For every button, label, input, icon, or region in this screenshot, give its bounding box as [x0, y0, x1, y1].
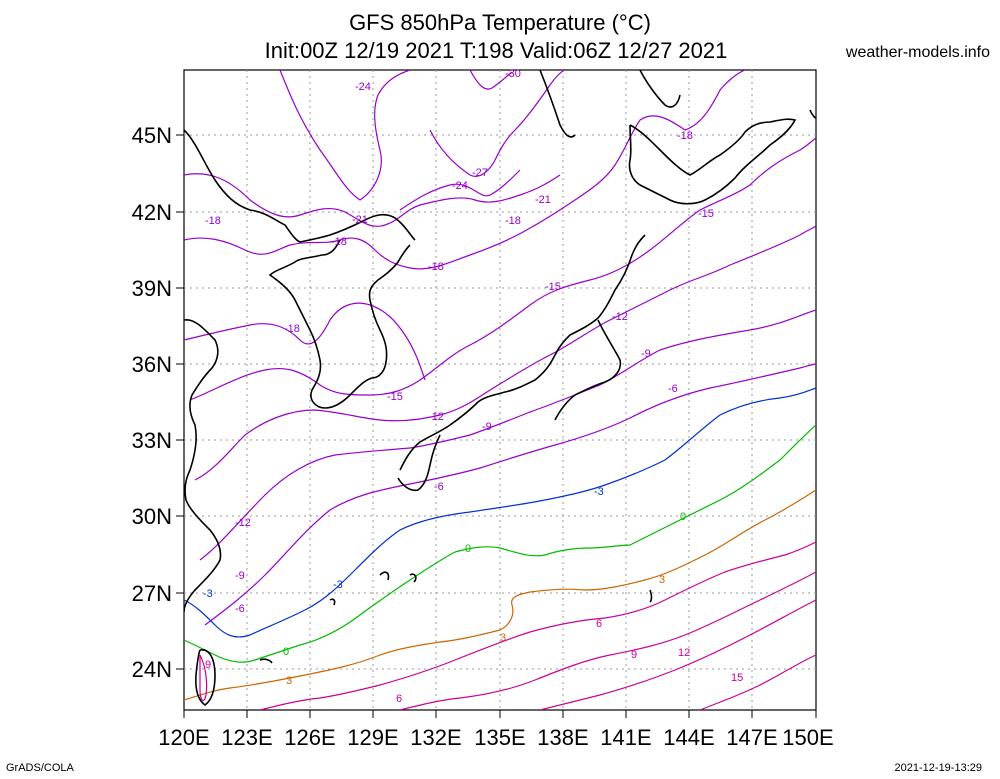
lon-label-150e: 150E — [782, 725, 833, 750]
contour-label-minus15-a: -15 — [545, 281, 561, 293]
contour-label-minus6-b: -6 — [434, 481, 444, 493]
contour-label-zero-a: 0 — [680, 511, 686, 523]
lat-label-24n: 24N — [132, 657, 172, 682]
contour-label-minus27: -27 — [472, 167, 488, 179]
contour-label-six-a: 6 — [596, 618, 602, 630]
contour-label-minus3-c: -3 — [203, 588, 213, 600]
contour-label-minus18-b: -18 — [331, 236, 347, 248]
lon-label-129e: 129E — [347, 725, 398, 750]
lon-label-120e: 120E — [158, 725, 209, 750]
lat-label-45n: 45N — [132, 123, 172, 148]
contour-label-minus6-a: -6 — [668, 383, 678, 395]
isotherm-minus18-b — [184, 302, 426, 381]
isotherm-nine — [399, 571, 816, 710]
lat-label-39n: 39N — [132, 276, 172, 301]
lat-label-36n: 36N — [132, 352, 172, 377]
contour-label-minus15-b: -15 — [698, 208, 714, 220]
isotherm-minus3 — [184, 387, 816, 638]
lon-label-132e: 132E — [410, 725, 461, 750]
contour-label-six-b: 6 — [396, 693, 402, 705]
contour-label-minus18-c: -18 — [505, 215, 521, 227]
footer-timestamp: 2021-12-19-13:29 — [894, 762, 982, 774]
contour-label-twelve: 12 — [678, 647, 690, 659]
coastlines — [184, 70, 816, 706]
contour-label-minus24-b: -24 — [452, 180, 468, 192]
contour-label-minus24-a: -24 — [355, 81, 371, 93]
contour-label-three-b: 3 — [500, 632, 506, 644]
lon-label-123e: 123E — [221, 725, 272, 750]
contour-label-minus12-a: -12 — [612, 311, 628, 323]
isotherm-minus27 — [429, 70, 566, 177]
isotherm-twelve — [539, 599, 816, 710]
isotherm-fifteen — [699, 654, 816, 710]
lon-label-126e: 126E — [284, 725, 335, 750]
isotherm-minus9 — [199, 309, 816, 561]
contour-label-three-c: 3 — [286, 675, 292, 687]
contour-label-minus18-e: -18 — [284, 323, 300, 335]
isotherm-six — [259, 541, 816, 710]
lon-label-147e: 147E — [726, 725, 777, 750]
lat-label-27n: 27N — [132, 581, 172, 606]
lat-label-30n: 30N — [132, 504, 172, 529]
contour-label-minus12-c: -12 — [235, 517, 251, 529]
contour-label-minus9-b: -9 — [482, 421, 492, 433]
isotherm-taiwan — [199, 654, 208, 702]
contour-label-minus3-b: -3 — [333, 579, 343, 591]
contour-label-minus21-a: -21 — [352, 214, 368, 226]
contour-label-minus18-a: -18 — [205, 215, 221, 227]
grid — [184, 70, 816, 710]
contour-label-minus18-d: -18 — [428, 261, 444, 273]
lat-label-33n: 33N — [132, 428, 172, 453]
chart-title: GFS 850hPa Temperature (°C) — [349, 10, 651, 35]
lon-label-144e: 144E — [663, 725, 714, 750]
contour-label-minus15-c: -15 — [387, 391, 403, 403]
chart-subtitle: Init:00Z 12/19 2021 T:198 Valid:06Z 12/2… — [264, 38, 728, 63]
footer-software-label: GrADS/COLA — [6, 762, 74, 774]
contour-label-zero-c: 0 — [283, 646, 289, 658]
lat-labels: 24N 27N 30N 33N 36N 39N 42N 45N — [132, 123, 172, 682]
contour-label-minus18-f: -18 — [677, 130, 693, 142]
lon-label-141e: 141E — [600, 725, 651, 750]
isotherm-minus15 — [189, 137, 816, 401]
lon-label-135e: 135E — [474, 725, 525, 750]
isotherm-minus18-a — [184, 70, 746, 270]
contour-label-minus30: -30 — [505, 68, 521, 80]
lon-labels: 120E 123E 126E 129E 132E 135E 138E 141E … — [158, 725, 833, 750]
isotherm-minus12 — [194, 225, 816, 481]
contour-label-nine-a: 9 — [631, 649, 637, 661]
contour-labels: -30 -27 -24 -24 -21 -21 -18 -18 -18 -18 … — [203, 68, 743, 705]
isotherm-minus24 — [279, 70, 521, 211]
contour-label-three-a: 3 — [659, 574, 665, 586]
contour-label-minus3-a: -3 — [594, 486, 604, 498]
contour-label-minus9-c: -9 — [235, 570, 245, 582]
contour-label-minus9-a: -9 — [641, 348, 651, 360]
contour-label-minus6-c: -6 — [235, 603, 245, 615]
isotherm-minus6 — [204, 363, 816, 626]
lat-label-42n: 42N — [132, 200, 172, 225]
isotherm-minus30 — [469, 70, 513, 90]
lon-label-138e: 138E — [537, 725, 588, 750]
contour-label-minus21-b: -21 — [535, 194, 551, 206]
ticks — [176, 134, 817, 718]
contour-label-zero-b: 0 — [465, 543, 471, 555]
contour-label-fifteen: 15 — [731, 672, 743, 684]
isotherm-three — [184, 489, 816, 701]
site-label: weather-models.info — [845, 44, 990, 61]
contour-label-minus12-b: -12 — [428, 411, 444, 423]
contour-label-nine-b: 9 — [205, 659, 211, 671]
isotherm-minus21 — [184, 173, 561, 227]
isotherm-zero — [184, 424, 816, 663]
